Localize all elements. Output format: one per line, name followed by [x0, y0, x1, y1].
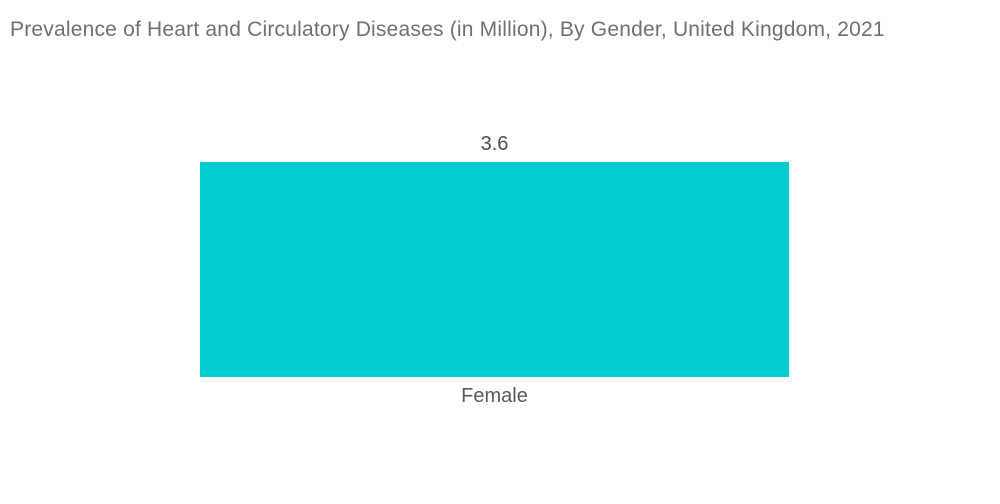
category-label-female: Female	[461, 385, 528, 407]
chart-title: Prevalence of Heart and Circulatory Dise…	[10, 18, 885, 41]
bar-value-label: 3.6	[480, 133, 509, 155]
bar-female	[200, 162, 789, 377]
